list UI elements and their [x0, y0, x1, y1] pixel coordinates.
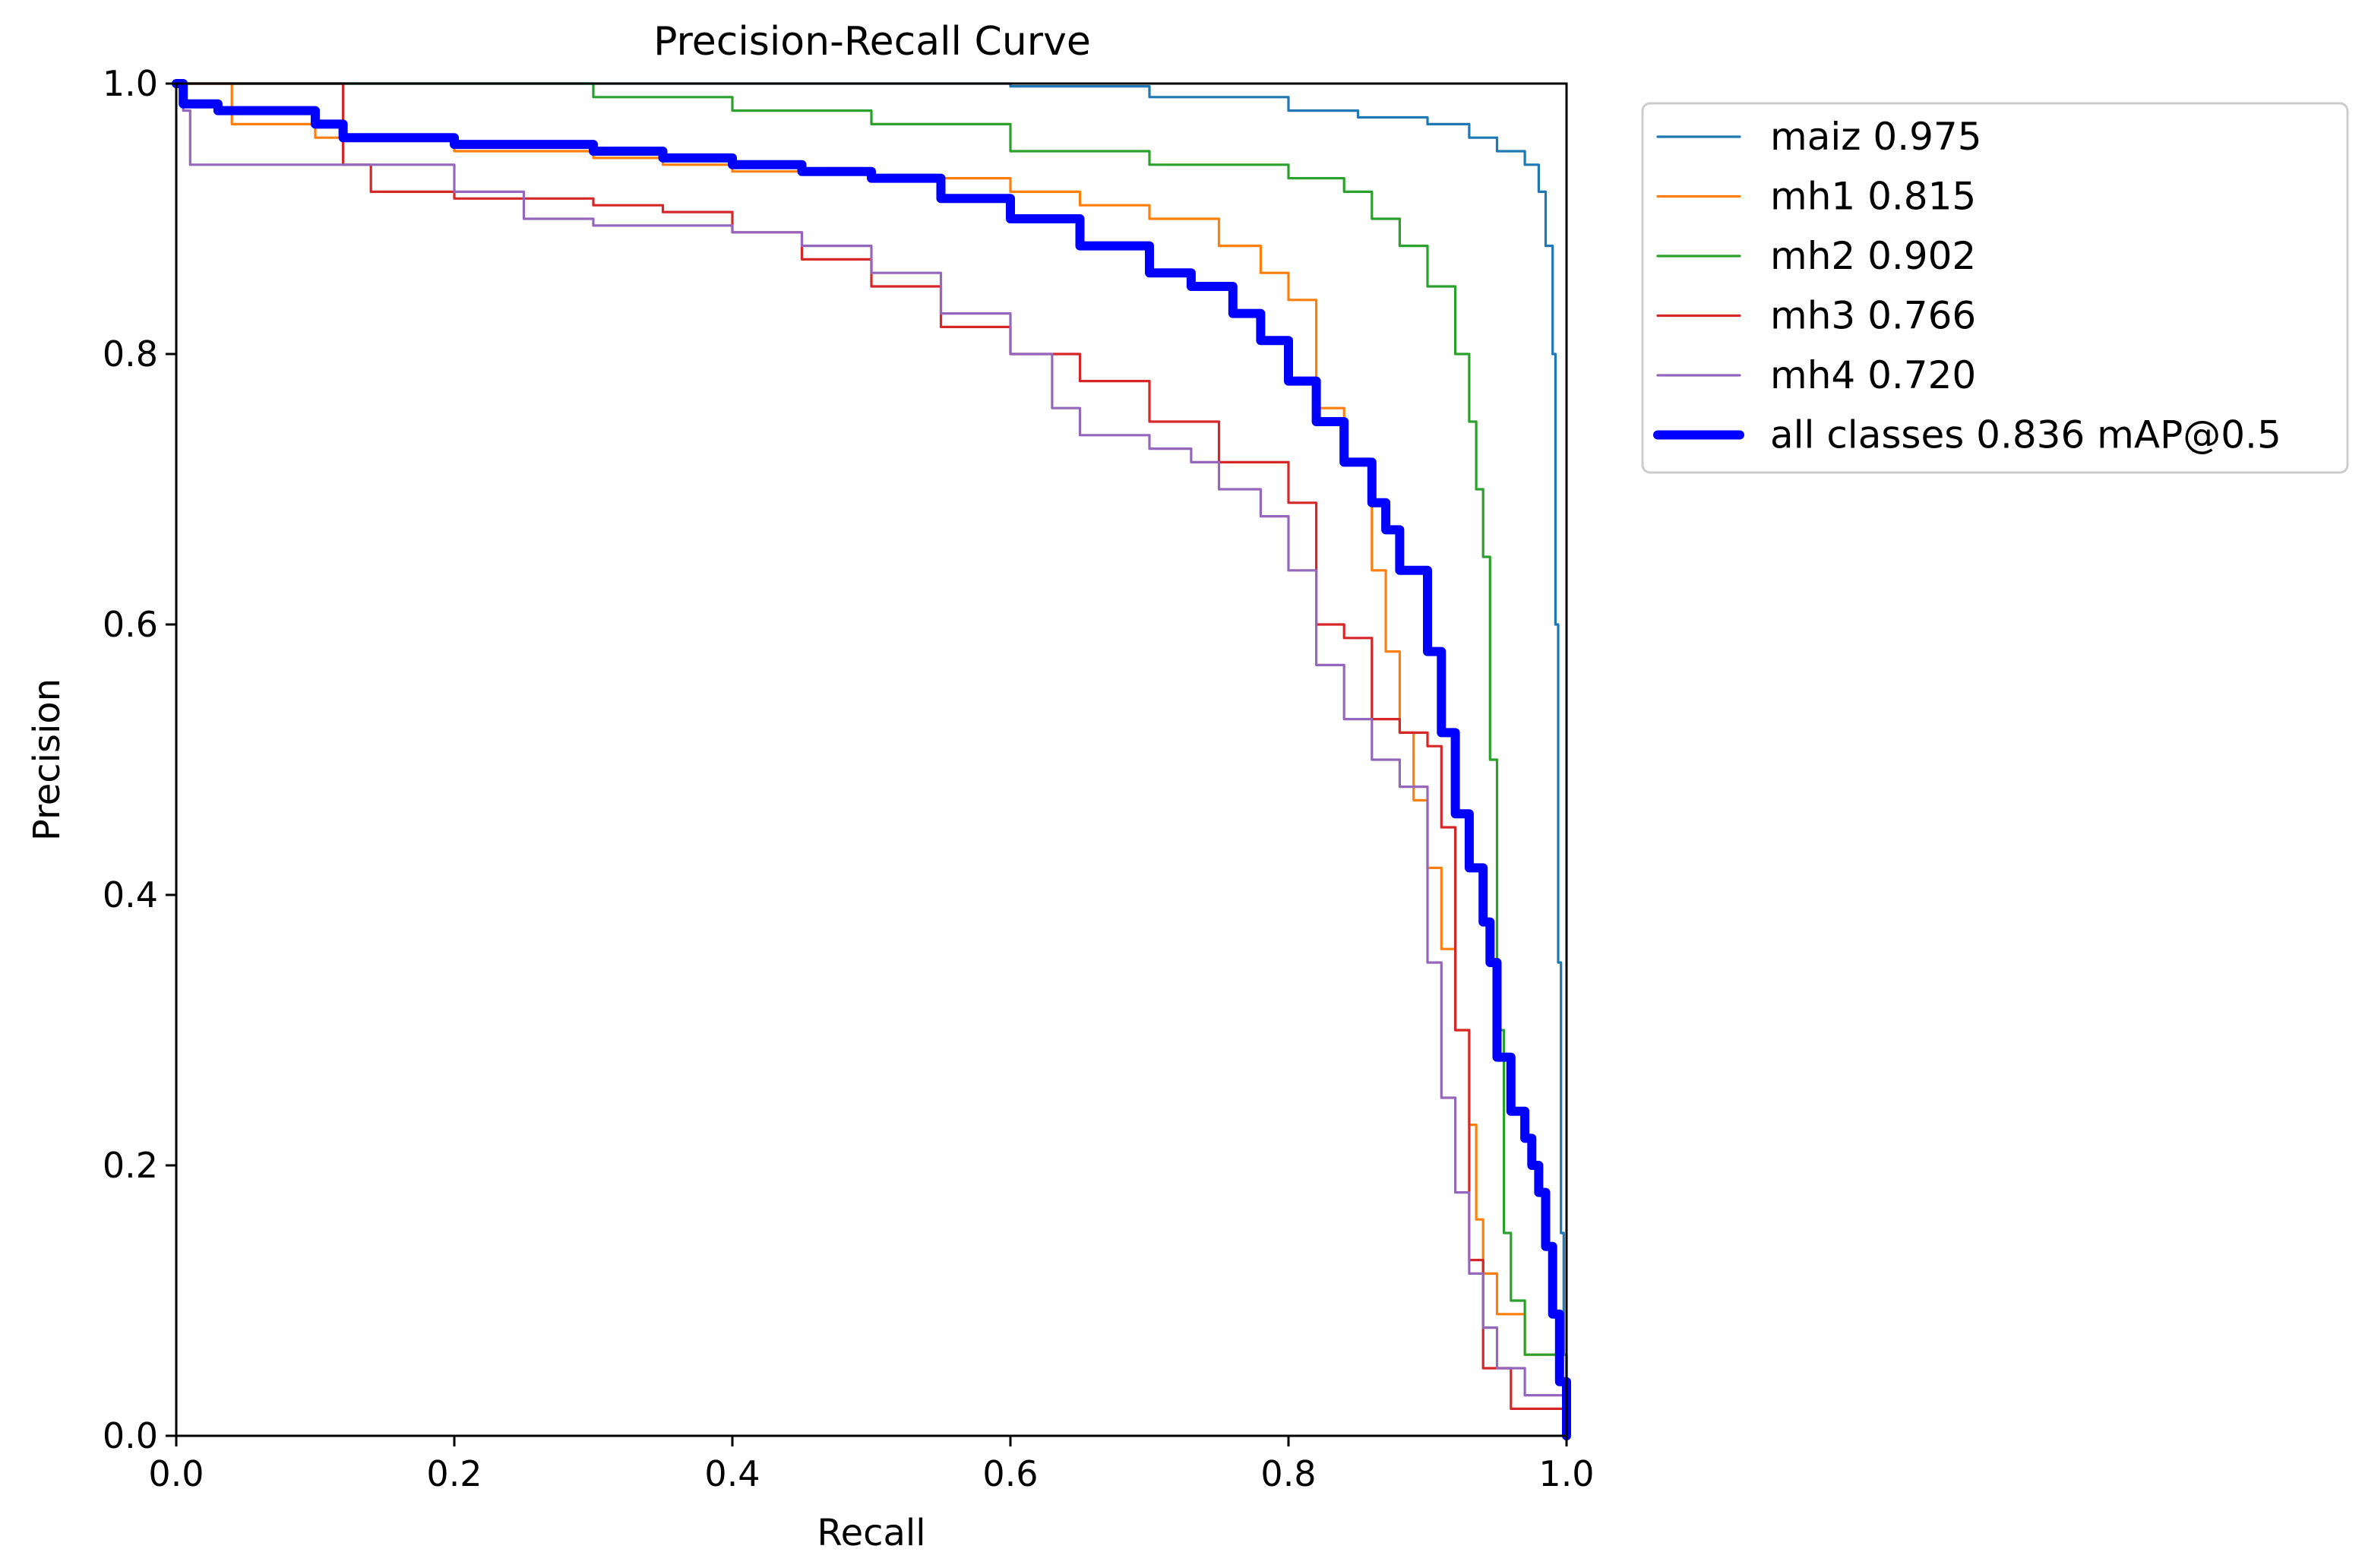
series-line-maiz: [175, 82, 1568, 1437]
series-layer: [172, 79, 1571, 1440]
series-line-all-classes: [172, 79, 1571, 1440]
x-tick-label: 0.8: [1260, 1453, 1316, 1494]
plot-background: [176, 84, 1567, 1436]
legend-label-mh3: mh3 0.766: [1770, 294, 1976, 338]
series-line-mh3: [175, 82, 1568, 1437]
y-tick-label: 0.2: [103, 1145, 158, 1186]
x-tick-label: 0.0: [148, 1453, 204, 1494]
chart-title: Precision-Recall Curve: [653, 19, 1091, 65]
x-tick-label: 0.2: [426, 1453, 482, 1494]
x-axis-label: Recall: [817, 1512, 925, 1554]
x-tick-label: 0.4: [704, 1453, 760, 1494]
plot-frame: [175, 82, 1568, 1437]
y-tick-label: 0.0: [103, 1415, 158, 1456]
legend-label-maiz: maiz 0.975: [1770, 115, 1982, 159]
legend-label-mh1: mh1 0.815: [1770, 175, 1976, 219]
series-line-mh4: [175, 82, 1568, 1437]
x-tick-label: 0.6: [982, 1453, 1038, 1494]
plot-area: [176, 84, 1567, 1436]
y-tick-label: 0.4: [103, 874, 158, 915]
legend-label-mh4: mh4 0.720: [1770, 353, 1976, 397]
legend-frame: [1641, 102, 2349, 474]
x-tick-label: 1.0: [1538, 1453, 1594, 1494]
y-tick-label: 1.0: [103, 63, 158, 104]
series-line-mh1: [175, 82, 1568, 1437]
x-axis: 0.0 0.2 0.4 0.6 0.8 1.0: [148, 1436, 1595, 1494]
y-axis: 0.0 0.2 0.4 0.6 0.8 1.0: [103, 63, 176, 1456]
y-tick-label: 0.6: [103, 604, 158, 645]
series-line-mh2: [175, 82, 1568, 1437]
y-tick-label: 0.8: [103, 334, 158, 375]
legend: maiz 0.975 mh1 0.815 mh2 0.902 mh3 0.766 mh4…: [1641, 102, 2349, 474]
y-axis-label: Precision: [26, 678, 68, 841]
legend-label-all-classes: all classes 0.836 mAP@0.5: [1770, 413, 2281, 457]
legend-label-mh2: mh2 0.902: [1770, 234, 1976, 278]
